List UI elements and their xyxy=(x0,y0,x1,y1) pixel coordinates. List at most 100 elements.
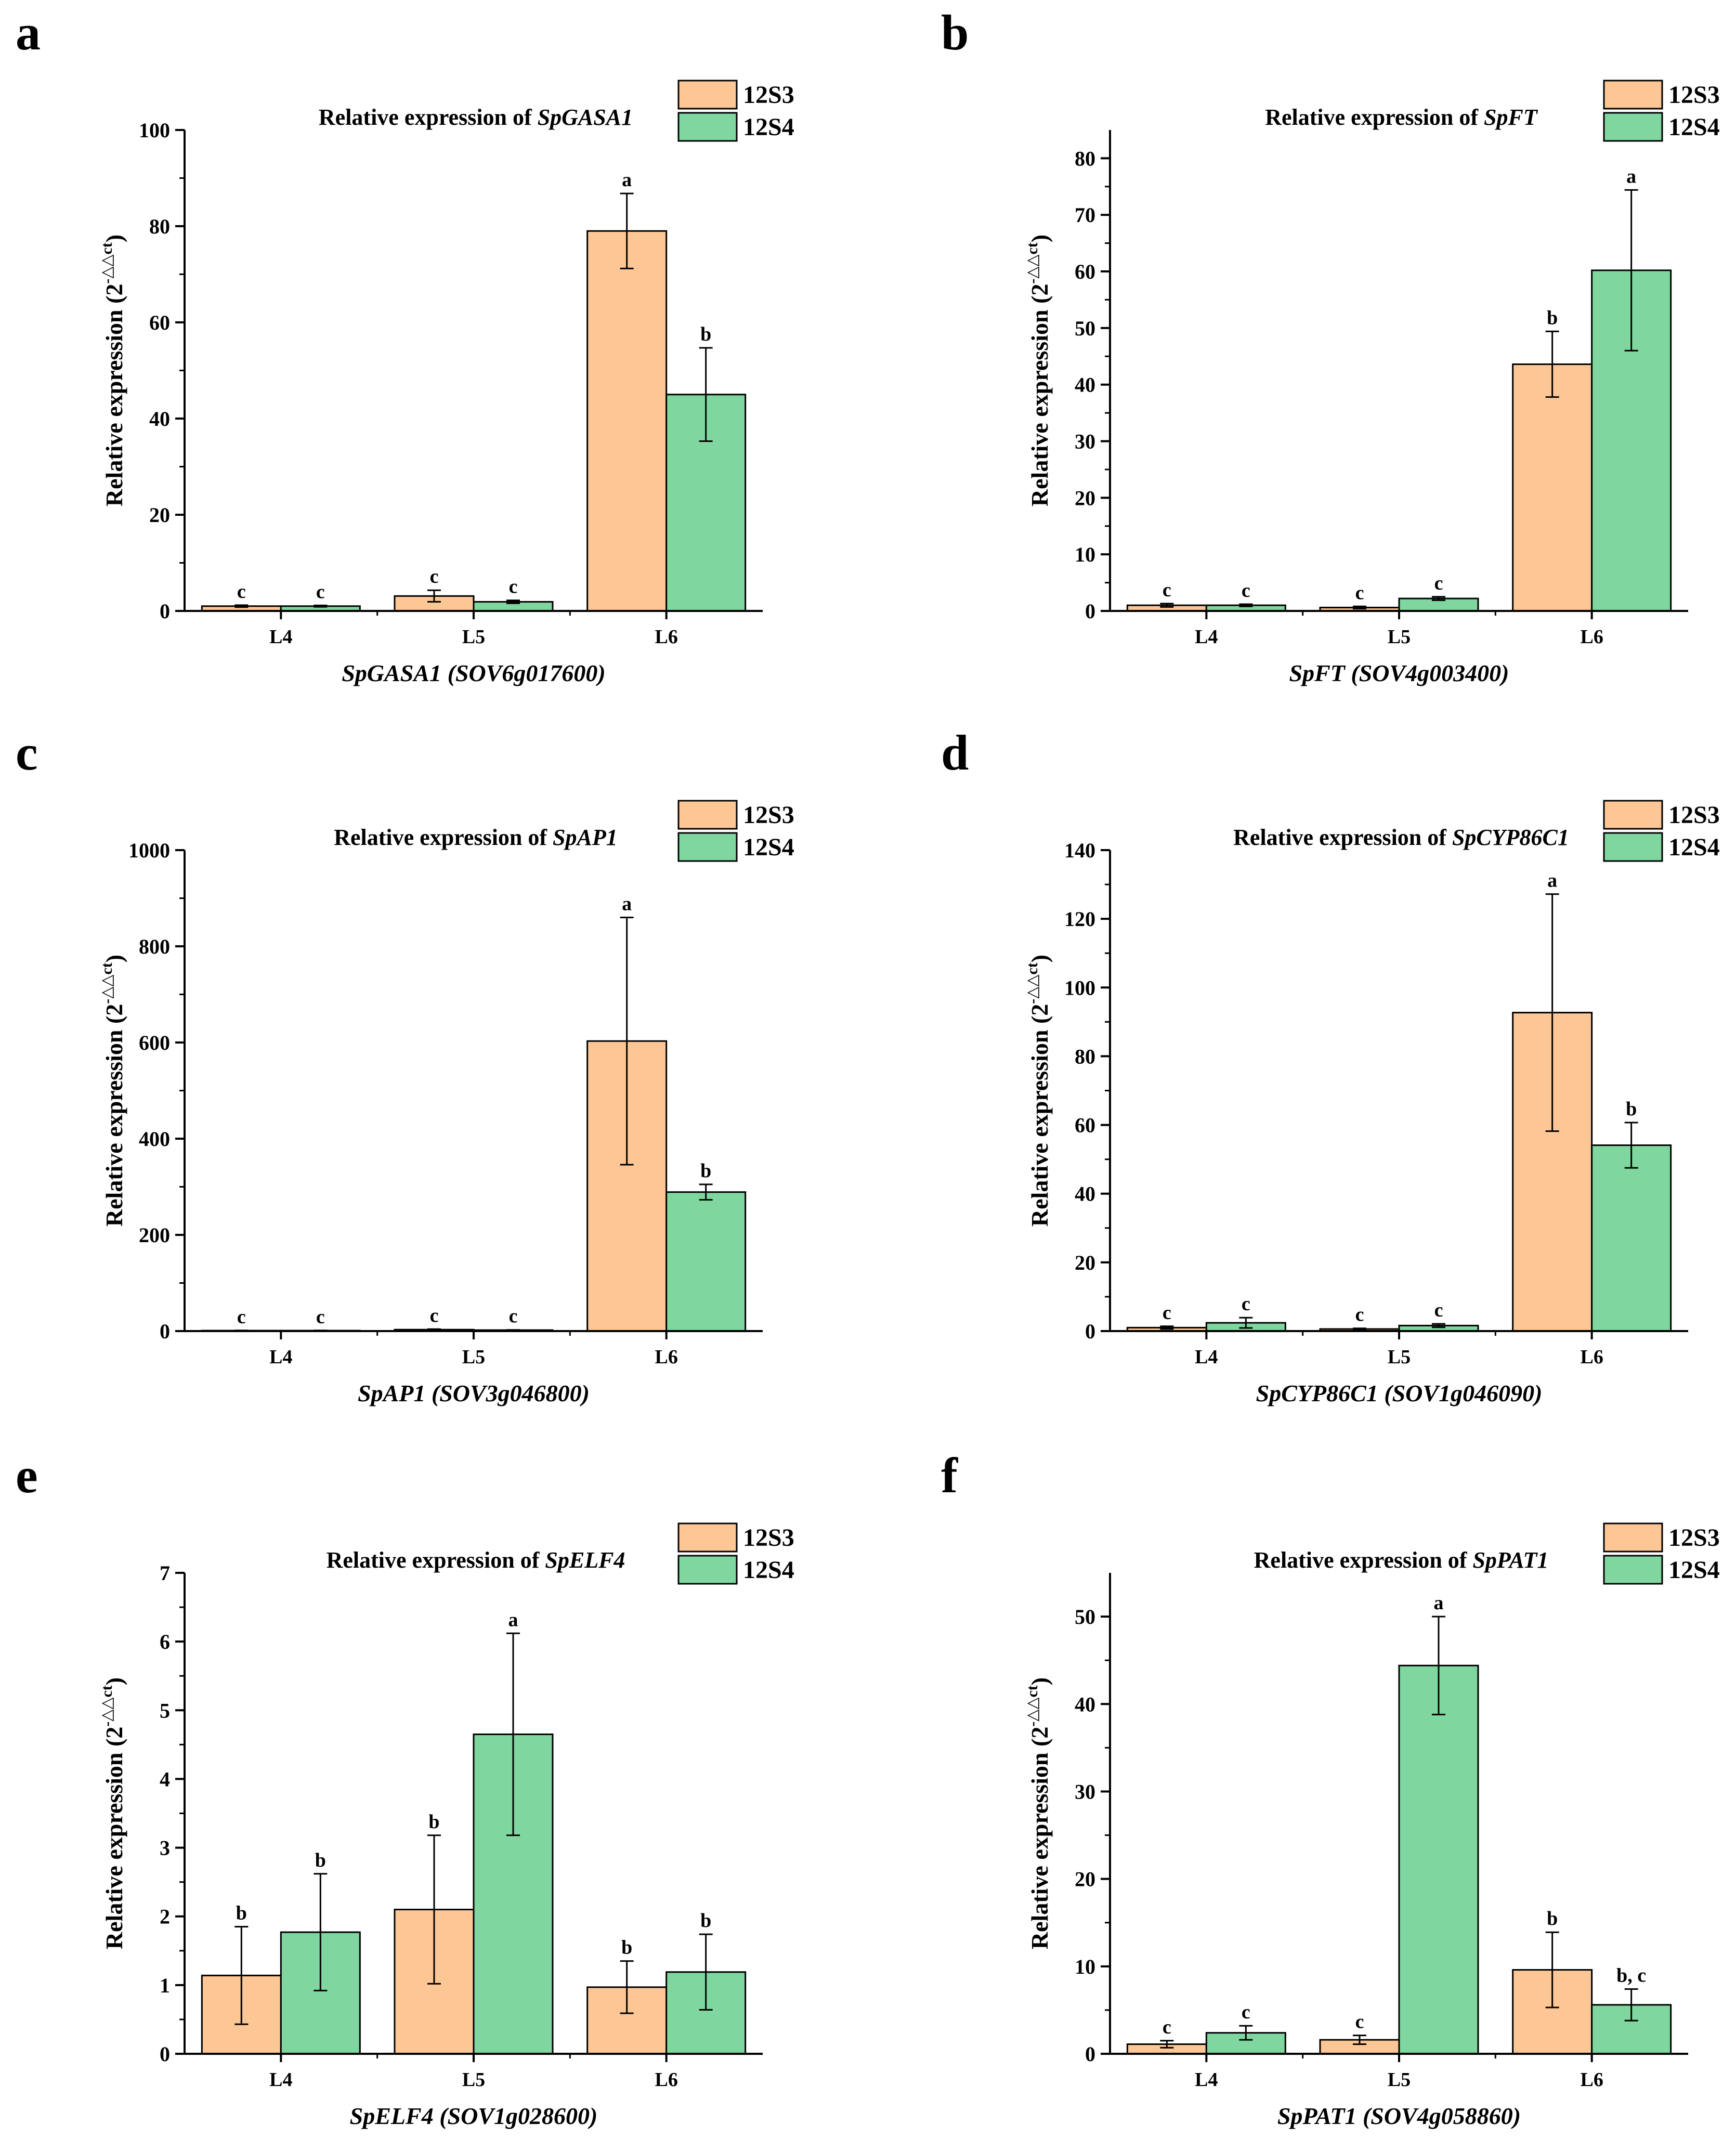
sig-letter-12S3-L6: a xyxy=(622,169,632,191)
chart-title: Relative expression of SpELF4 xyxy=(327,1547,625,1573)
panel-letter: e xyxy=(16,1448,38,1503)
x-tick-label-L4: L4 xyxy=(269,2069,292,2091)
panel-letter: f xyxy=(941,1448,958,1503)
y-tick-label: 0 xyxy=(160,2042,170,2066)
legend-label-12S4: 12S4 xyxy=(743,1556,794,1584)
y-tick-label: 40 xyxy=(149,407,170,431)
x-tick-label-L6: L6 xyxy=(1580,1346,1603,1368)
legend-swatch-12S3 xyxy=(1603,80,1663,110)
x-tick-label-L6: L6 xyxy=(655,2069,677,2091)
legend-label-12S3: 12S3 xyxy=(743,801,794,829)
y-tick-label: 80 xyxy=(149,215,170,238)
y-tick-label: 10 xyxy=(1075,1955,1095,1978)
panel-letter: c xyxy=(16,725,38,780)
sig-letter-12S3-L6: b xyxy=(1547,1908,1558,1930)
x-tick-label-L4: L4 xyxy=(1195,1346,1218,1368)
sig-letter-12S4-L5: c xyxy=(1434,1299,1443,1321)
y-tick-label: 100 xyxy=(139,119,170,142)
sig-letter-12S3-L6: a xyxy=(1547,870,1557,892)
legend-label-12S4: 12S4 xyxy=(743,833,794,861)
y-axis-label: Relative expression (2-△△ct) xyxy=(98,1677,127,1949)
sig-letter-12S4-L4: c xyxy=(316,1306,325,1328)
bar-12S3-L6 xyxy=(1512,363,1593,612)
x-axis-label: SpCYP86C1 (SOV1g046090) xyxy=(1256,1380,1543,1406)
legend-swatch-12S4 xyxy=(677,112,738,142)
bar-12S4-L6 xyxy=(665,1191,747,1332)
y-tick-label: 200 xyxy=(139,1223,170,1247)
chart-panel-d: d Relative expression of SpCYP86C1 12S3 12S… xyxy=(941,725,1720,1406)
sig-letter-12S3-L5: c xyxy=(1355,1304,1364,1326)
x-tick-label-L5: L5 xyxy=(462,1346,485,1368)
y-axis-label: Relative expression (2-△△ct) xyxy=(98,955,127,1227)
sig-letter-12S4-L4: c xyxy=(1242,2001,1250,2023)
legend-swatch-12S4 xyxy=(1603,832,1663,862)
sig-letter-12S4-L6: a xyxy=(1626,165,1636,187)
chart-title: Relative expression of SpPAT1 xyxy=(1254,1547,1549,1573)
sig-letter-12S3-L5: c xyxy=(430,1305,439,1326)
legend-swatch-12S3 xyxy=(677,80,738,110)
legend-label-12S4: 12S4 xyxy=(1668,113,1720,141)
chart-panel-f: f Relative expression of SpPAT1 12S3 12S4 c c… xyxy=(941,1448,1720,2129)
legend-label-12S3: 12S3 xyxy=(743,81,794,109)
chart-title: Relative expression of SpCYP86C1 xyxy=(1233,825,1569,850)
y-axis-label: Relative expression (2-△△ct) xyxy=(1024,1677,1053,1949)
legend-label-12S3: 12S3 xyxy=(743,1524,794,1552)
legend-label-12S4: 12S4 xyxy=(1668,1556,1720,1584)
sig-letter-12S4-L6: b xyxy=(700,323,711,345)
y-axis-label: Relative expression (2-△△ct) xyxy=(1024,234,1053,506)
x-tick-label-L4: L4 xyxy=(269,1346,292,1368)
y-tick-label: 1000 xyxy=(128,839,170,862)
y-tick-label: 40 xyxy=(1075,1182,1095,1206)
legend-swatch-12S3 xyxy=(677,1522,738,1553)
y-tick-label: 800 xyxy=(139,935,170,958)
sig-letter-12S3-L6: a xyxy=(622,893,632,915)
x-tick-label-L6: L6 xyxy=(1580,2069,1603,2091)
y-tick-label: 80 xyxy=(1075,147,1095,170)
sig-letter-12S4-L5: c xyxy=(509,1306,518,1327)
panel-letter: b xyxy=(941,5,969,60)
sig-letter-12S4-L5: c xyxy=(509,576,518,598)
y-tick-label: 80 xyxy=(1075,1045,1095,1068)
x-tick-label-L5: L5 xyxy=(462,2069,485,2091)
legend-label-12S4: 12S4 xyxy=(743,113,794,141)
x-axis-label: SpPAT1 (SOV4g058860) xyxy=(1277,2103,1521,2129)
x-tick-label-L4: L4 xyxy=(1195,626,1218,648)
sig-letter-12S4-L6: b xyxy=(700,1160,711,1182)
y-tick-label: 50 xyxy=(1075,317,1095,340)
chart-panel-a: a Relative expression of SpGASA1 12S3 12S4 c… xyxy=(16,5,794,686)
y-tick-label: 20 xyxy=(1075,486,1095,510)
chart-panel-c: c Relative expression of SpAP1 12S3 12S4 c c a… xyxy=(16,725,794,1406)
y-axis-label: Relative expression (2-△△ct) xyxy=(98,234,127,506)
sig-letter-12S4-L4: c xyxy=(1242,580,1250,602)
sig-letter-12S3-L4: c xyxy=(237,581,246,603)
x-tick-label-L4: L4 xyxy=(1195,2069,1218,2091)
y-tick-label: 140 xyxy=(1064,839,1095,862)
x-tick-label-L6: L6 xyxy=(655,1346,677,1368)
sig-letter-12S4-L4: c xyxy=(316,581,325,603)
panel-letter: d xyxy=(941,725,969,780)
bar-12S3-L6 xyxy=(586,230,668,612)
sig-letter-12S3-L4: c xyxy=(1163,1302,1171,1324)
x-tick-label-L4: L4 xyxy=(269,626,292,648)
sig-letter-12S3-L6: b xyxy=(1547,307,1558,329)
y-axis-label: Relative expression (2-△△ct) xyxy=(1024,955,1053,1227)
x-tick-label-L5: L5 xyxy=(1388,2069,1411,2091)
sig-letter-12S4-L6: b xyxy=(700,1910,711,1932)
sig-letter-12S4-L5: a xyxy=(508,1609,518,1631)
legend-label-12S4: 12S4 xyxy=(1668,833,1720,861)
sig-letter-12S4-L4: b xyxy=(315,1849,326,1871)
y-tick-label: 20 xyxy=(149,503,170,527)
sig-letter-12S3-L6: b xyxy=(621,1937,632,1959)
y-tick-label: 600 xyxy=(139,1031,170,1054)
y-tick-label: 0 xyxy=(1085,1320,1095,1343)
legend-swatch-12S4 xyxy=(677,1555,738,1585)
legend-swatch-12S3 xyxy=(1603,800,1663,830)
y-tick-label: 0 xyxy=(160,1320,170,1343)
legend-swatch-12S4 xyxy=(1603,1555,1663,1585)
sig-letter-12S3-L4: c xyxy=(237,1306,246,1328)
sig-letter-12S3-L4: b xyxy=(236,1903,247,1924)
y-tick-label: 4 xyxy=(160,1767,170,1791)
legend-label-12S3: 12S3 xyxy=(1668,81,1720,109)
y-tick-label: 100 xyxy=(1064,976,1095,999)
chart-title: Relative expression of SpAP1 xyxy=(334,825,618,850)
